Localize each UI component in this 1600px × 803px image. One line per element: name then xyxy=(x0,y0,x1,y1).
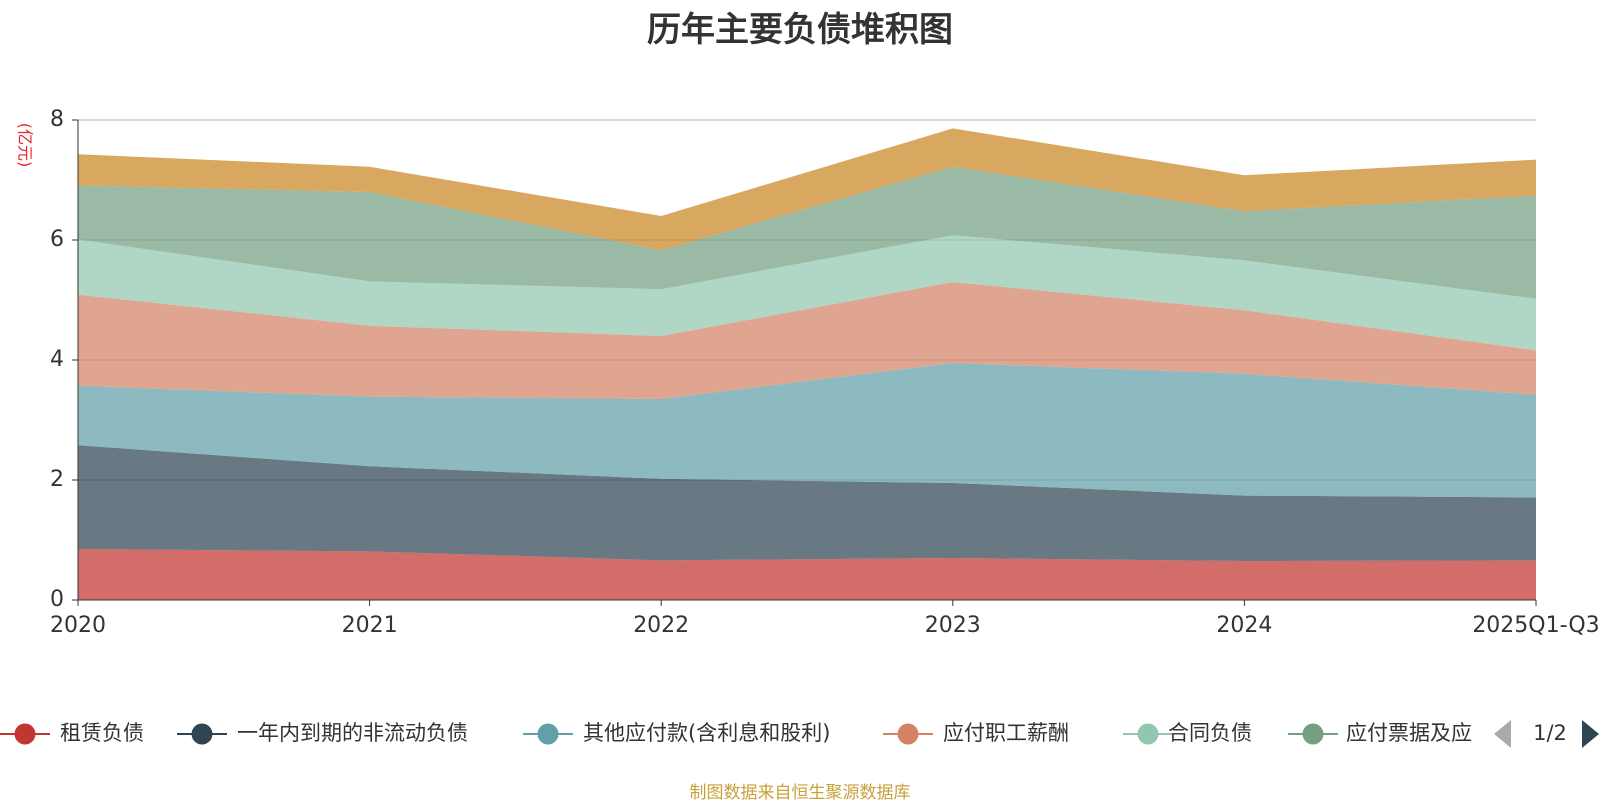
x-tick-label: 2021 xyxy=(342,613,398,638)
area-series-0 xyxy=(78,549,1536,600)
area-series-4 xyxy=(78,235,1536,351)
legend-label: 一年内到期的非流动负债 xyxy=(237,721,468,745)
legend-marker xyxy=(1302,723,1324,745)
data-source-note: 制图数据来自恒生聚源数据库 xyxy=(689,783,911,803)
legend-marker xyxy=(14,723,36,745)
x-tick-label: 2025Q1-Q3 xyxy=(1472,613,1599,638)
y-tick-label: 6 xyxy=(50,227,64,252)
legend-item-5[interactable]: 应付票据及应 xyxy=(1288,721,1472,745)
y-axis-ticks: 0 2 4 6 8 xyxy=(50,107,78,612)
legend-prev-icon[interactable] xyxy=(1494,720,1511,748)
area-series-1 xyxy=(78,445,1536,561)
y-tick-label: 8 xyxy=(50,107,64,132)
y-tick-label: 4 xyxy=(50,347,64,372)
y-tick-label: 2 xyxy=(50,467,64,492)
legend-label: 合同负债 xyxy=(1168,721,1252,745)
x-axis-ticks: 2020 2021 2022 2023 2024 2025Q1-Q3 xyxy=(50,600,1600,638)
chart-title: 历年主要负债堆积图 xyxy=(647,10,953,50)
legend-item-4[interactable]: 合同负债 xyxy=(1123,721,1252,745)
area-series-3 xyxy=(78,282,1536,399)
legend-next-icon[interactable] xyxy=(1582,720,1599,748)
legend: 租赁负债 一年内到期的非流动负债 其他应付款(含利息和股利) 应付职工薪酬 合同负债 应付… xyxy=(0,721,1472,745)
area-series-6 xyxy=(78,128,1536,251)
legend-label: 应付职工薪酬 xyxy=(943,721,1069,745)
legend-label: 其他应付款(含利息和股利) xyxy=(583,721,830,745)
legend-label: 应付票据及应 xyxy=(1346,721,1472,745)
legend-pager: 1/2 xyxy=(1494,720,1599,748)
legend-marker xyxy=(191,723,213,745)
legend-marker xyxy=(537,723,559,745)
legend-item-3[interactable]: 应付职工薪酬 xyxy=(883,721,1069,745)
x-tick-label: 2022 xyxy=(633,613,689,638)
area-series xyxy=(78,128,1536,600)
legend-label: 租赁负债 xyxy=(60,721,144,745)
x-tick-label: 2023 xyxy=(925,613,981,638)
x-tick-label: 2020 xyxy=(50,613,106,638)
y-tick-label: 0 xyxy=(50,587,64,612)
y-axis-unit-label: (亿元) xyxy=(16,123,35,168)
legend-page-indicator: 1/2 xyxy=(1533,721,1567,745)
area-series-2 xyxy=(78,363,1536,498)
area-series-5 xyxy=(78,166,1536,299)
x-tick-label: 2024 xyxy=(1216,613,1272,638)
legend-item-2[interactable]: 其他应付款(含利息和股利) xyxy=(523,721,830,745)
legend-item-0[interactable]: 租赁负债 xyxy=(0,721,144,745)
legend-marker xyxy=(1137,723,1159,745)
legend-item-1[interactable]: 一年内到期的非流动负债 xyxy=(177,721,468,745)
legend-marker xyxy=(897,723,919,745)
